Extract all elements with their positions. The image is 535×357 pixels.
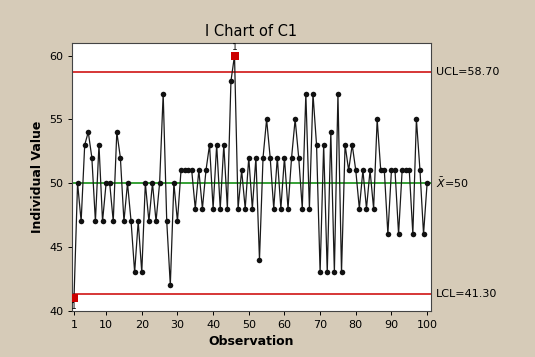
Y-axis label: Individual Value: Individual Value (30, 121, 43, 233)
Text: $\bar{X}$=50: $\bar{X}$=50 (436, 176, 469, 190)
X-axis label: Observation: Observation (209, 335, 294, 348)
Text: 1: 1 (71, 302, 77, 311)
Text: 1: 1 (232, 43, 238, 52)
Text: LCL=41.30: LCL=41.30 (436, 289, 498, 299)
Title: I Chart of C1: I Chart of C1 (205, 24, 297, 39)
Text: UCL=58.70: UCL=58.70 (436, 67, 499, 77)
